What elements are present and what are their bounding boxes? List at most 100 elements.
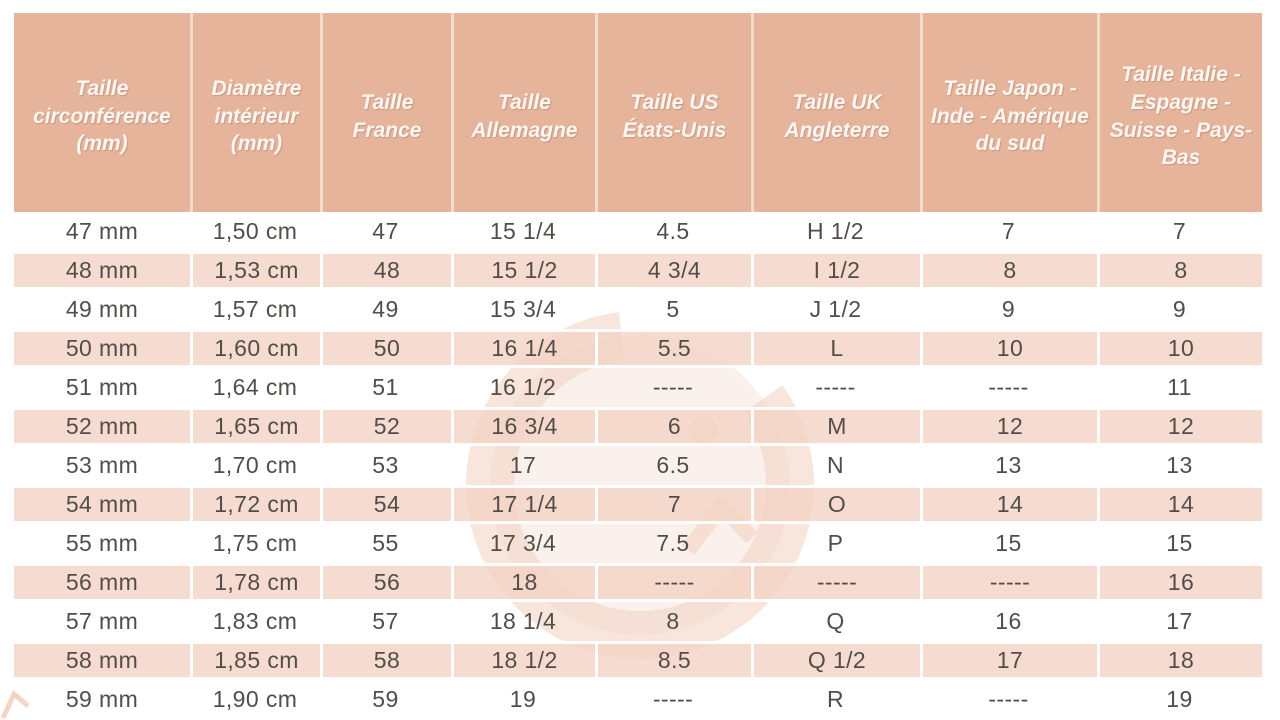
cell-uk: M	[751, 407, 920, 446]
cell-italy-spain-switzerland-netherlands: 10	[1097, 329, 1262, 368]
cell-circumference-mm: 54 mm	[14, 485, 190, 524]
cell-uk: Q 1/2	[751, 641, 920, 680]
cell-inner-diameter-mm: 1,90 cm	[212, 686, 298, 712]
table-row-50mm: 50 mm 1,60 cm 50 16 1/4 5.5 L 10 10	[14, 329, 1262, 368]
cell-circumference-mm: 59 mm	[65, 686, 139, 712]
cell-germany: 15 1/4	[489, 218, 557, 244]
cell-italy-spain-switzerland-netherlands: 19	[1166, 686, 1193, 712]
cell-uk: -----	[815, 374, 856, 400]
table-row-55mm: 55 mm 1,75 cm 55 17 3/4 7.5 P 15 15	[14, 524, 1262, 563]
cell-japan-india-south-america: -----	[988, 686, 1029, 712]
cell-germany: 15 1/2	[451, 251, 595, 290]
cell-circumference-mm: 50 mm	[14, 329, 190, 368]
table-row-58mm: 58 mm 1,85 cm 58 18 1/2 8.5 Q 1/2 17 18	[14, 641, 1262, 680]
cell-germany: 16 1/4	[451, 329, 595, 368]
cell-us: 6.5	[656, 452, 690, 478]
cell-italy-spain-switzerland-netherlands: 15	[1166, 530, 1193, 556]
table-row-57mm: 57 mm 1,83 cm 57 18 1/4 8 Q 16 17	[14, 602, 1262, 641]
header-cell-inner-diameter-mm: Diamètre intérieur (mm)	[190, 13, 320, 212]
cell-circumference-mm: 56 mm	[14, 563, 190, 602]
cell-inner-diameter-mm: 1,83 cm	[212, 608, 298, 634]
cell-inner-diameter-mm: 1,85 cm	[190, 641, 320, 680]
cell-france: 49	[372, 296, 399, 322]
cell-uk: H 1/2	[807, 218, 864, 244]
cell-japan-india-south-america: 8	[920, 251, 1097, 290]
cell-italy-spain-switzerland-netherlands: 13	[1166, 452, 1193, 478]
cell-circumference-mm: 55 mm	[65, 530, 139, 556]
table-row-52mm: 52 mm 1,65 cm 52 16 3/4 6 M 12 12	[14, 407, 1262, 446]
cell-uk: I 1/2	[751, 251, 920, 290]
cell-uk: O	[751, 485, 920, 524]
cell-france: 53	[372, 452, 399, 478]
cell-japan-india-south-america: 17	[920, 641, 1097, 680]
cell-inner-diameter-mm: 1,78 cm	[190, 563, 320, 602]
cell-us: 6	[595, 407, 751, 446]
table-row-49mm: 49 mm 1,57 cm 49 15 3/4 5 J 1/2 9 9	[14, 290, 1262, 329]
header-cell-circumference-mm: Taille circonférence (mm)	[33, 76, 171, 156]
cell-inner-diameter-mm: 1,75 cm	[212, 530, 298, 556]
table-row-51mm: 51 mm 1,64 cm 51 16 1/2 ----- ----- ----- 11	[14, 368, 1262, 407]
cell-inner-diameter-mm: 1,70 cm	[212, 452, 298, 478]
cell-us: -----	[652, 374, 694, 400]
cell-italy-spain-switzerland-netherlands: 12	[1097, 407, 1262, 446]
cell-circumference-mm: 48 mm	[14, 251, 190, 290]
cell-germany: 17 3/4	[489, 530, 557, 556]
cell-france: 56	[320, 563, 451, 602]
header-cell-germany: Taille Allemagne	[451, 13, 595, 212]
cell-japan-india-south-america: 16	[995, 608, 1022, 634]
cell-italy-spain-switzerland-netherlands: 9	[1172, 296, 1187, 322]
cell-inner-diameter-mm: 1,65 cm	[190, 407, 320, 446]
cell-japan-india-south-america: 15	[995, 530, 1022, 556]
cell-italy-spain-switzerland-netherlands: 11	[1167, 374, 1192, 400]
cell-us: -----	[652, 686, 694, 712]
header-cell-italy-spain-switzerland-netherlands: Taille Italie - Espagne - Suisse - Pays-…	[1097, 13, 1262, 212]
cell-france: 59	[372, 686, 399, 712]
cell-germany: 17	[509, 452, 537, 478]
cell-us: 4.5	[656, 218, 690, 244]
cell-inner-diameter-mm: 1,57 cm	[212, 296, 298, 322]
cell-japan-india-south-america: 14	[920, 485, 1097, 524]
cell-france: 55	[372, 530, 399, 556]
cell-germany: 18	[451, 563, 595, 602]
cell-inner-diameter-mm: 1,64 cm	[212, 374, 298, 400]
cell-france: 54	[320, 485, 451, 524]
cell-us: 7	[595, 485, 751, 524]
table-row-47mm: 47 mm 1,50 cm 47 15 1/4 4.5 H 1/2 7 7	[14, 212, 1262, 251]
cell-france: 52	[320, 407, 451, 446]
cell-germany: 15 3/4	[489, 296, 557, 322]
cell-inner-diameter-mm: 1,60 cm	[190, 329, 320, 368]
cell-circumference-mm: 52 mm	[14, 407, 190, 446]
cell-france: 57	[372, 608, 399, 634]
cell-circumference-mm: 53 mm	[65, 452, 139, 478]
cell-japan-india-south-america: 13	[995, 452, 1022, 478]
header-cell-japan-india-south-america: Taille Japon - Inde - Amérique du sud	[920, 13, 1097, 212]
table-row-48mm: 48 mm 1,53 cm 48 15 1/2 4 3/4 I 1/2 8 8	[14, 251, 1262, 290]
cell-japan-india-south-america: -----	[920, 563, 1097, 602]
cell-inner-diameter-mm: 1,53 cm	[190, 251, 320, 290]
table-row-53mm: 53 mm 1,70 cm 53 17 6.5 N 13 13	[14, 446, 1262, 485]
cell-inner-diameter-mm: 1,50 cm	[212, 218, 298, 244]
cell-circumference-mm: 51 mm	[65, 374, 139, 400]
cell-uk: L	[751, 329, 920, 368]
cell-circumference-mm: 57 mm	[65, 608, 139, 634]
cell-uk: Q	[826, 608, 845, 634]
cell-germany: 19	[509, 686, 537, 712]
cell-japan-india-south-america: -----	[988, 374, 1029, 400]
cell-uk: -----	[751, 563, 920, 602]
table-row-56mm: 56 mm 1,78 cm 56 18 ----- ----- ----- 16	[14, 563, 1262, 602]
cell-italy-spain-switzerland-netherlands: 14	[1097, 485, 1262, 524]
cell-italy-spain-switzerland-netherlands: 16	[1097, 563, 1262, 602]
cell-italy-spain-switzerland-netherlands: 7	[1172, 218, 1187, 244]
header-cell-us: Taille US États-Unis	[595, 13, 751, 212]
cell-france: 50	[320, 329, 451, 368]
cell-uk: R	[826, 686, 844, 712]
cell-circumference-mm: 49 mm	[65, 296, 139, 322]
cell-italy-spain-switzerland-netherlands: 18	[1097, 641, 1262, 680]
table-body: 47 mm 1,50 cm 47 15 1/4 4.5 H 1/2 7 7 48 mm 1,53 …	[14, 212, 1262, 719]
cell-uk: J 1/2	[809, 296, 862, 322]
header-cell-france: Taille France	[320, 13, 451, 212]
cell-japan-india-south-america: 9	[1001, 296, 1016, 322]
cell-france: 48	[320, 251, 451, 290]
cell-germany: 17 1/4	[451, 485, 595, 524]
